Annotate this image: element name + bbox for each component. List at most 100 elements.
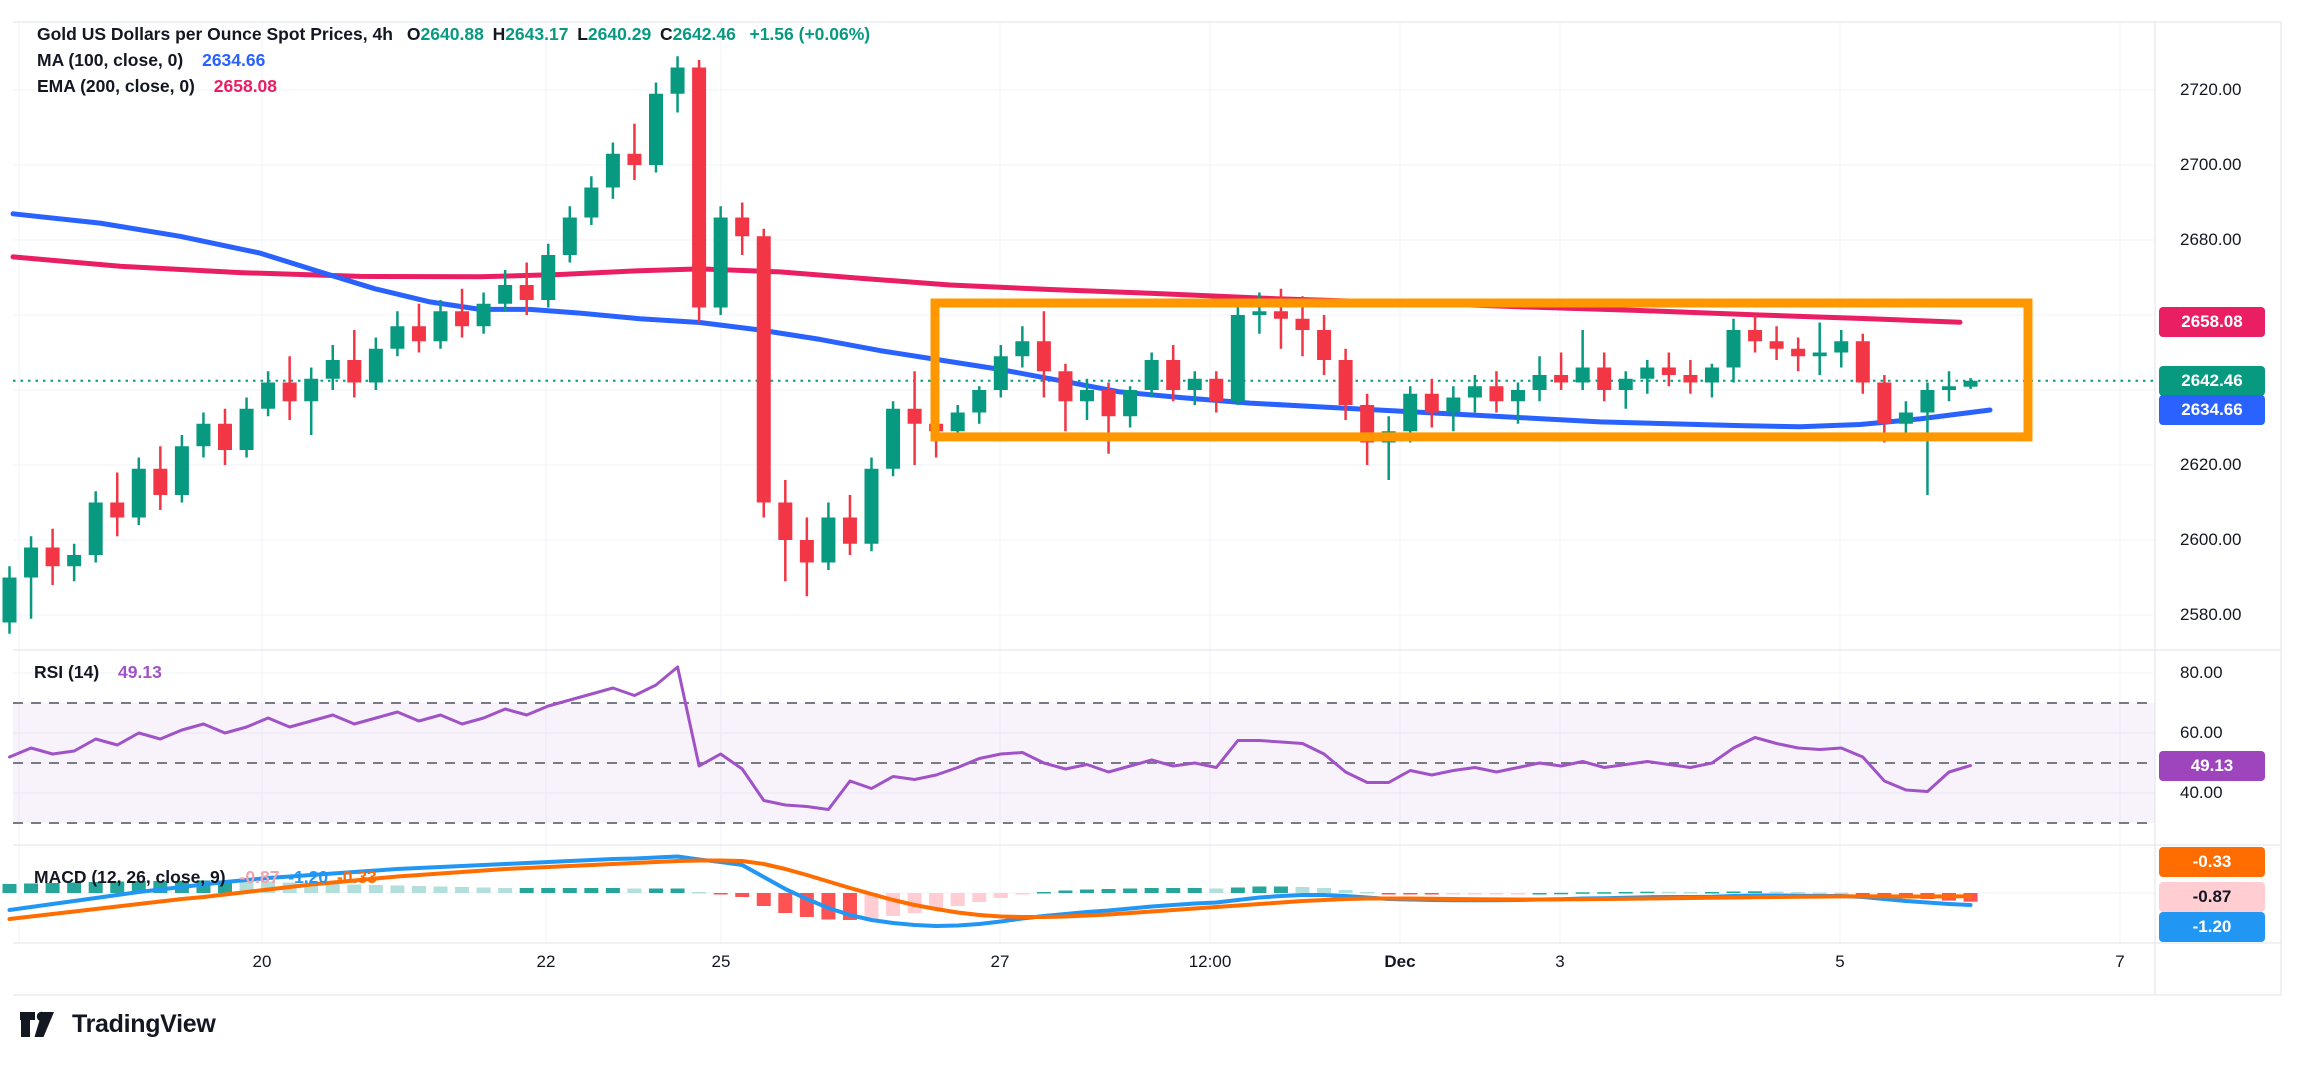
macd-hist-bar (325, 884, 340, 893)
macd-hist-bar (1554, 892, 1569, 895)
macd-hist-bar (1317, 888, 1332, 893)
macd-hist-bar (1187, 888, 1202, 893)
macd-label: MACD (12, 26, close, 9) (34, 867, 226, 887)
candle-body (670, 67, 685, 94)
candle-body (1101, 390, 1116, 417)
candle-body (1511, 390, 1525, 402)
rsi-pane[interactable] (13, 650, 2155, 845)
macd-legend-value: -0.33 (336, 867, 386, 887)
macd-pane[interactable] (13, 845, 2155, 943)
macd-hist-bar (1575, 892, 1590, 894)
tradingview-logo[interactable]: TradingView (20, 1010, 216, 1039)
candle-body (1252, 311, 1267, 315)
macd-hist-bar (950, 893, 965, 906)
candle-body (1317, 330, 1332, 360)
macd-hist-bar (1273, 886, 1288, 893)
candle-body (993, 356, 1008, 390)
candle-body (584, 187, 599, 218)
candle-body (1618, 378, 1633, 390)
price-axis-badge: 2642.46 (2159, 365, 2265, 396)
macd-hist-bar (1101, 889, 1116, 893)
candle-body (562, 217, 577, 255)
macd-hist-bar (368, 885, 383, 893)
candle-body (649, 93, 663, 165)
candle-body (1791, 348, 1806, 357)
price-axis-label: 2620.00 (2180, 455, 2242, 474)
candle-body (1597, 367, 1612, 390)
candle-body (45, 547, 60, 567)
macd-hist-bar (455, 887, 470, 893)
candle-body (1144, 360, 1159, 390)
macd-legend-value: -1.20 (288, 867, 337, 887)
candle-body (1080, 390, 1094, 402)
candle-body (1748, 330, 1763, 342)
candle-body (1877, 382, 1892, 424)
tradingview-logo-text: TradingView (72, 1010, 216, 1038)
candle-body (627, 153, 642, 165)
candle-body (1532, 375, 1547, 390)
macd-hist-bar (1123, 888, 1138, 893)
macd-hist-bar (627, 888, 642, 893)
candle-body (1123, 390, 1138, 417)
candle-body (692, 67, 707, 308)
macd-hist-bar (541, 888, 556, 893)
macd-hist-bar (1467, 893, 1482, 895)
candle-body (110, 502, 125, 518)
time-axis-label: Dec (1384, 952, 1416, 971)
rsi-legend[interactable]: RSI (14) 49.13 (34, 662, 162, 683)
candle-body (541, 255, 556, 300)
macd-hist-bar (1597, 892, 1612, 894)
candle-body (498, 285, 513, 304)
candle-body (1209, 378, 1224, 402)
candle-body (713, 217, 728, 308)
ma-legend[interactable]: MA (100, close, 0) 2634.66 (37, 50, 265, 71)
candle-body (605, 153, 620, 188)
time-axis-label: 20 (252, 952, 272, 971)
macd-hist-bar (584, 888, 599, 893)
candle-body (1898, 412, 1913, 424)
macd-axis-badge: -0.33 (2159, 847, 2265, 877)
ema-label: EMA (200, close, 0) (37, 76, 195, 96)
ma-label: MA (100, close, 0) (37, 50, 184, 70)
macd-values: -0.87 -1.20 -0.33 (240, 867, 386, 887)
candle-body (433, 311, 448, 342)
price-pane[interactable] (13, 22, 2155, 650)
ohlc-key: C (659, 24, 673, 44)
candle-body (1963, 380, 1978, 387)
candle-body (304, 378, 319, 402)
symbol-legend[interactable]: Gold US Dollars per Ounce Spot Prices, 4… (37, 24, 870, 45)
candle-body (1015, 341, 1030, 357)
candle-body (1489, 386, 1504, 402)
macd-axis-badge: -1.20 (2159, 912, 2265, 942)
time-axis[interactable] (13, 943, 2155, 995)
candle-body (1575, 367, 1590, 383)
macd-legend-value: -0.87 (239, 867, 289, 887)
macd-hist-bar (1424, 893, 1439, 895)
candle-body (1726, 330, 1741, 368)
ohlc-value: 2643.17 (505, 24, 578, 44)
candle-body (886, 408, 901, 469)
candle-body (950, 412, 965, 432)
ema200-line (10, 254, 1963, 325)
candle-body (519, 285, 534, 300)
price-axis-label: 2680.00 (2180, 230, 2242, 249)
ohlc-key: H (492, 24, 506, 44)
range-rectangle[interactable] (930, 298, 2033, 442)
ema-legend[interactable]: EMA (200, close, 0) 2658.08 (37, 76, 277, 97)
candle-body (1640, 367, 1655, 379)
macd-hist-bar (88, 882, 103, 893)
price-axis-label: 2600.00 (2180, 530, 2242, 549)
price-axis-label: 2720.00 (2180, 80, 2242, 99)
macd-legend[interactable]: MACD (12, 26, close, 9) -0.87 -1.20 -0.33 (34, 867, 386, 888)
macd-hist-bar (519, 888, 534, 893)
macd-hist-bar (605, 888, 620, 893)
macd-hist-bar (1295, 887, 1310, 893)
candle-body (174, 446, 189, 495)
candle-body (153, 468, 168, 495)
rsi-axis-label: 40.00 (2180, 783, 2223, 802)
macd-hist-bar (1791, 892, 1806, 894)
candle-body (1446, 397, 1461, 413)
candle-body (261, 382, 276, 409)
candle-body (1554, 375, 1569, 383)
